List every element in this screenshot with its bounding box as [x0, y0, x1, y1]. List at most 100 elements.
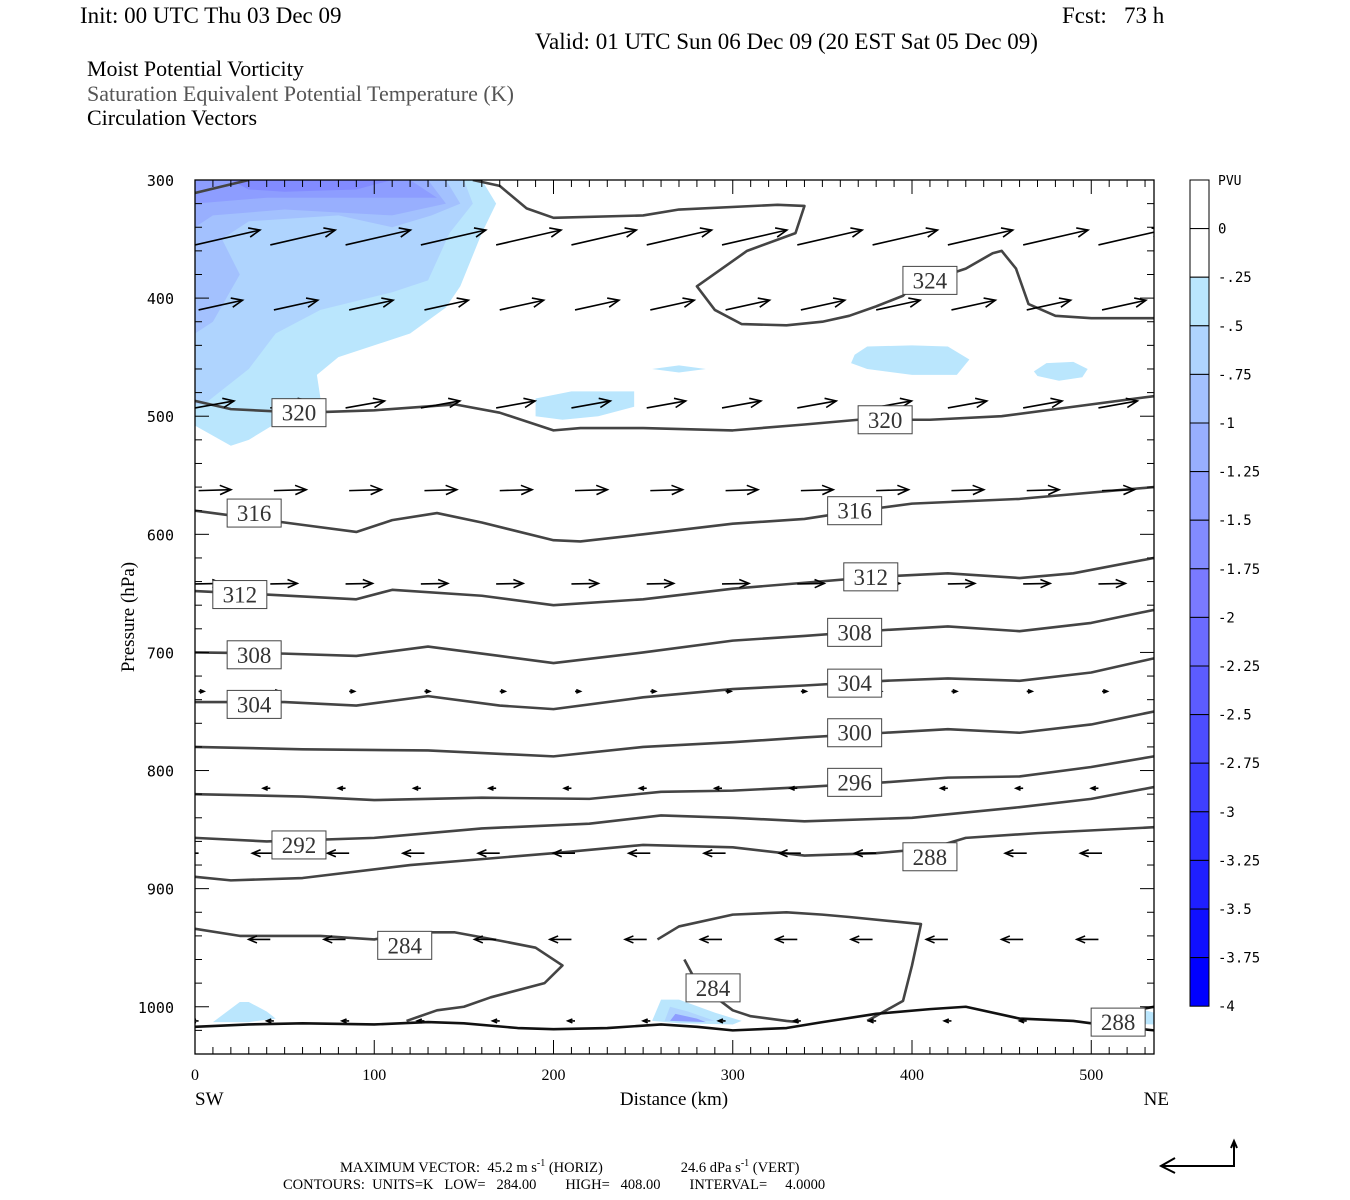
wind-vector — [476, 848, 500, 858]
wind-vector — [1101, 484, 1137, 496]
vector-head — [623, 935, 634, 944]
vector-head — [999, 935, 1011, 944]
pv-shading — [195, 180, 1154, 1025]
contour-line-316 — [195, 485, 1154, 543]
contour-label-box — [827, 617, 883, 647]
reference-vector-icon — [1158, 1138, 1238, 1174]
wind-vector — [339, 1018, 350, 1024]
wind-vector — [264, 1018, 274, 1024]
wind-vector — [773, 935, 798, 944]
contour-label: 320 — [857, 405, 913, 435]
vector-shaft — [797, 582, 825, 585]
wind-vector — [1102, 688, 1110, 694]
colorbar-swatch — [1189, 228, 1210, 278]
wind-vector — [646, 227, 714, 246]
vector-head — [473, 227, 488, 238]
vector-shaft — [872, 229, 938, 246]
wind-vector — [797, 397, 839, 409]
vector-head — [411, 785, 419, 791]
vector-shaft — [1098, 231, 1154, 246]
vector-head — [671, 484, 685, 496]
vector-head — [523, 397, 538, 409]
contour-label-box — [212, 580, 268, 610]
contour-label-box — [377, 930, 433, 960]
vector-head — [1017, 1018, 1025, 1024]
vector-head — [897, 484, 911, 496]
wind-vector — [198, 297, 245, 311]
wind-vector — [716, 1018, 726, 1024]
contour-label-text: 308 — [837, 620, 872, 645]
contour-line-288 — [195, 1005, 1154, 1032]
vector-shaft — [876, 488, 909, 492]
contour-label-box — [226, 689, 282, 719]
contour-label-box — [843, 562, 899, 592]
vector-shaft — [273, 488, 307, 492]
wind-vector — [420, 397, 462, 409]
vector-shaft — [496, 582, 524, 585]
vector-head — [562, 785, 570, 791]
contour-label-box — [271, 830, 327, 860]
contour-line-300 — [195, 710, 1154, 758]
vector-head — [456, 297, 471, 308]
x-tick-label: 200 — [542, 1067, 566, 1084]
contour-label-box — [827, 718, 883, 748]
wind-vector — [951, 297, 998, 311]
colorbar-label: -3 — [1218, 805, 1235, 821]
max-vector-label: MAXIMUM VECTOR: — [340, 1159, 481, 1176]
vector-head — [445, 484, 459, 496]
contour-label-text: 308 — [237, 643, 272, 668]
vector-shaft — [349, 488, 382, 492]
vector-shaft — [650, 299, 695, 311]
vector-head — [472, 935, 484, 944]
vector-head — [339, 1018, 347, 1024]
y-tick-labels: 300 400 500 600 700 800 900 1000 — [138, 172, 174, 1017]
colorbar-label: -1.75 — [1218, 562, 1260, 578]
wind-vector — [495, 227, 564, 246]
vector-shaft — [947, 582, 975, 585]
vector-head — [924, 935, 935, 944]
wind-vector — [325, 848, 350, 858]
x-tick-label: 0 — [191, 1067, 199, 1084]
wind-vector — [951, 688, 959, 694]
vector-head — [624, 227, 639, 238]
vector-shaft — [1101, 488, 1135, 492]
vector-head — [773, 935, 785, 944]
vector-shaft — [270, 229, 336, 246]
contour-label: 324 — [902, 265, 958, 295]
wind-vector — [486, 785, 497, 791]
theta-es-contours — [195, 180, 1154, 1032]
vector-head — [362, 578, 375, 589]
contour-line-292 — [195, 785, 1154, 843]
x-tick-label: 500 — [1079, 1067, 1103, 1084]
vector-head — [850, 227, 865, 238]
wind-vector — [646, 397, 688, 409]
vector-head — [199, 688, 207, 694]
vector-head — [866, 1018, 874, 1024]
vector-head — [425, 688, 432, 694]
wind-vector — [866, 1018, 877, 1024]
wind-vector — [947, 227, 1015, 246]
contour-label-text: 304 — [837, 671, 872, 696]
wind-vector — [924, 935, 948, 944]
vector-head — [415, 1018, 423, 1024]
max-vector-vert: 24.6 dPa s — [680, 1159, 741, 1176]
contour-label-box — [902, 842, 958, 872]
vector-head — [476, 848, 487, 858]
wind-vector — [250, 848, 274, 858]
wind-vector — [173, 936, 195, 943]
vector-head — [701, 848, 713, 858]
contour-label-text: 300 — [837, 721, 872, 746]
contour-label-text: 288 — [913, 845, 948, 870]
colorbar-swatch — [1189, 908, 1210, 959]
vector-shaft — [496, 400, 536, 409]
vector-head — [565, 1018, 573, 1024]
colorbar-label: -2.5 — [1218, 708, 1252, 724]
wind-vector — [551, 848, 576, 858]
colorbar-label: -3.75 — [1218, 951, 1260, 967]
wind-vector — [1013, 785, 1024, 791]
vector-head — [964, 578, 977, 589]
contour-label-text: 288 — [1101, 1010, 1136, 1035]
vector-shaft — [499, 299, 544, 311]
colorbar: 0 -.25 -.5 -.75 -1 -1.25 -1.5 -1.75 -2 -2.25 -2.5 -… — [1189, 179, 1260, 1015]
